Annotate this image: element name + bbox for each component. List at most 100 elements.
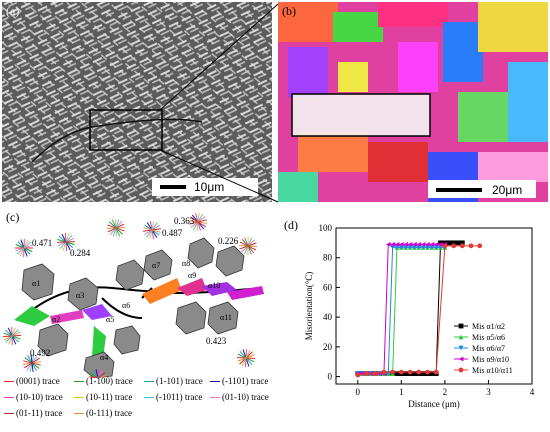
cell-a9 [215, 245, 245, 277]
region-box [291, 93, 431, 137]
trace-stars [2, 213, 258, 378]
legend-swatch [4, 413, 14, 415]
legend-item: (1-100) trace [74, 376, 133, 386]
zoom-box [89, 109, 163, 151]
legend-swatch [4, 397, 14, 399]
x-tick-label: 0 [356, 387, 361, 397]
legend-label: (01-11) trace [16, 408, 63, 418]
data-point [429, 371, 435, 376]
legend-swatch [74, 413, 84, 415]
lath-a10 [202, 282, 237, 296]
data-point [407, 241, 413, 247]
legend-label: (10-11) trace [86, 392, 133, 402]
trace-starburst [23, 354, 41, 372]
alpha-label: α10 [208, 281, 220, 290]
data-point [425, 241, 430, 247]
misfit-value: 0.487 [162, 228, 183, 238]
ebsd-map [278, 2, 548, 202]
data-point [425, 369, 430, 375]
data-point [416, 369, 422, 375]
alpha-label: α7 [152, 261, 160, 270]
data-point [394, 371, 400, 376]
cell-a4 [83, 351, 115, 378]
data-point [412, 241, 417, 247]
data-point [458, 345, 464, 351]
misfit-value: 0.284 [70, 248, 91, 258]
cell-a10 [175, 301, 207, 335]
cell-a7 [143, 249, 173, 281]
scale-text-b: 20μm [492, 183, 523, 197]
legend-swatch [210, 381, 220, 383]
legend-entry: Mis α6/α7 [472, 344, 505, 353]
alpha-label: α11 [220, 313, 232, 322]
data-point [455, 240, 461, 246]
data-point [429, 241, 435, 247]
legend-item: (1-101) trace [144, 376, 203, 386]
data-point [458, 334, 464, 340]
data-point [438, 241, 443, 247]
panel-b: (b) 20μm [278, 2, 548, 202]
y-tick-label: 0 [328, 372, 333, 382]
legend-item: (10-10) trace [4, 392, 63, 402]
y-tick-label: 60 [323, 282, 333, 292]
data-point [458, 356, 464, 362]
legend-item: (01-11) trace [4, 408, 62, 418]
data-point [364, 371, 369, 376]
data-point [398, 241, 404, 247]
trace-starburst [89, 369, 107, 378]
data-point [446, 240, 452, 246]
trace-starburst [15, 238, 33, 258]
cell-a3 [67, 277, 99, 311]
alpha-label: α9 [188, 271, 196, 280]
legend-swatch [74, 397, 84, 399]
y-tick-label: 40 [323, 312, 333, 322]
x-axis-label: Distance (μm) [408, 399, 460, 409]
cell-a2 [37, 323, 69, 357]
trace-starburst [106, 218, 126, 238]
data-point [468, 243, 474, 249]
legend-label: (0001) trace [16, 376, 60, 386]
legend-item: (0001) trace [4, 376, 60, 386]
lath-a1 [14, 306, 50, 326]
data-point [412, 371, 417, 376]
alpha-label: α1 [32, 279, 40, 288]
panel-label-a: (a) [6, 4, 20, 18]
data-point [458, 367, 464, 373]
legend-label: (1-100) trace [86, 376, 133, 386]
panel-label-c: (c) [6, 210, 20, 224]
alpha-label: α8 [182, 259, 190, 268]
panel-a: (a) 10μm [2, 2, 272, 202]
cell-a1 [21, 263, 55, 301]
data-point [403, 371, 409, 376]
alpha-label: α5 [106, 315, 114, 324]
cell-a11 [207, 301, 239, 335]
data-point [407, 369, 413, 375]
legend-label: (0-111) trace [86, 408, 133, 418]
legend-item: (01-10) trace [210, 392, 269, 402]
data-point [451, 240, 456, 246]
sem-micrograph [2, 2, 272, 202]
legend-swatch [144, 397, 154, 399]
scale-text-a: 10μm [194, 180, 225, 194]
data-point [403, 241, 409, 247]
data-point [394, 241, 400, 247]
lath-a11 [227, 286, 264, 300]
legend-item: (10-11) trace [74, 392, 132, 402]
y-tick-label: 100 [319, 223, 333, 233]
x-tick-label: 4 [530, 387, 535, 397]
alpha-label: α3 [76, 291, 84, 300]
data-point [416, 241, 422, 247]
trace-starburst [238, 236, 258, 256]
data-point [477, 243, 483, 249]
cell-a5 [113, 325, 141, 355]
data-point [390, 369, 396, 375]
data-point [381, 369, 387, 375]
legend-label: (-1011) trace [156, 392, 203, 402]
trace-starburst [2, 326, 22, 346]
y-tick-label: 80 [323, 253, 333, 263]
legend-label: (10-10) trace [16, 392, 63, 402]
data-point [385, 241, 391, 247]
scalebar-a [160, 185, 186, 189]
alpha-label: α2 [52, 315, 60, 324]
legend-swatch [210, 397, 220, 399]
